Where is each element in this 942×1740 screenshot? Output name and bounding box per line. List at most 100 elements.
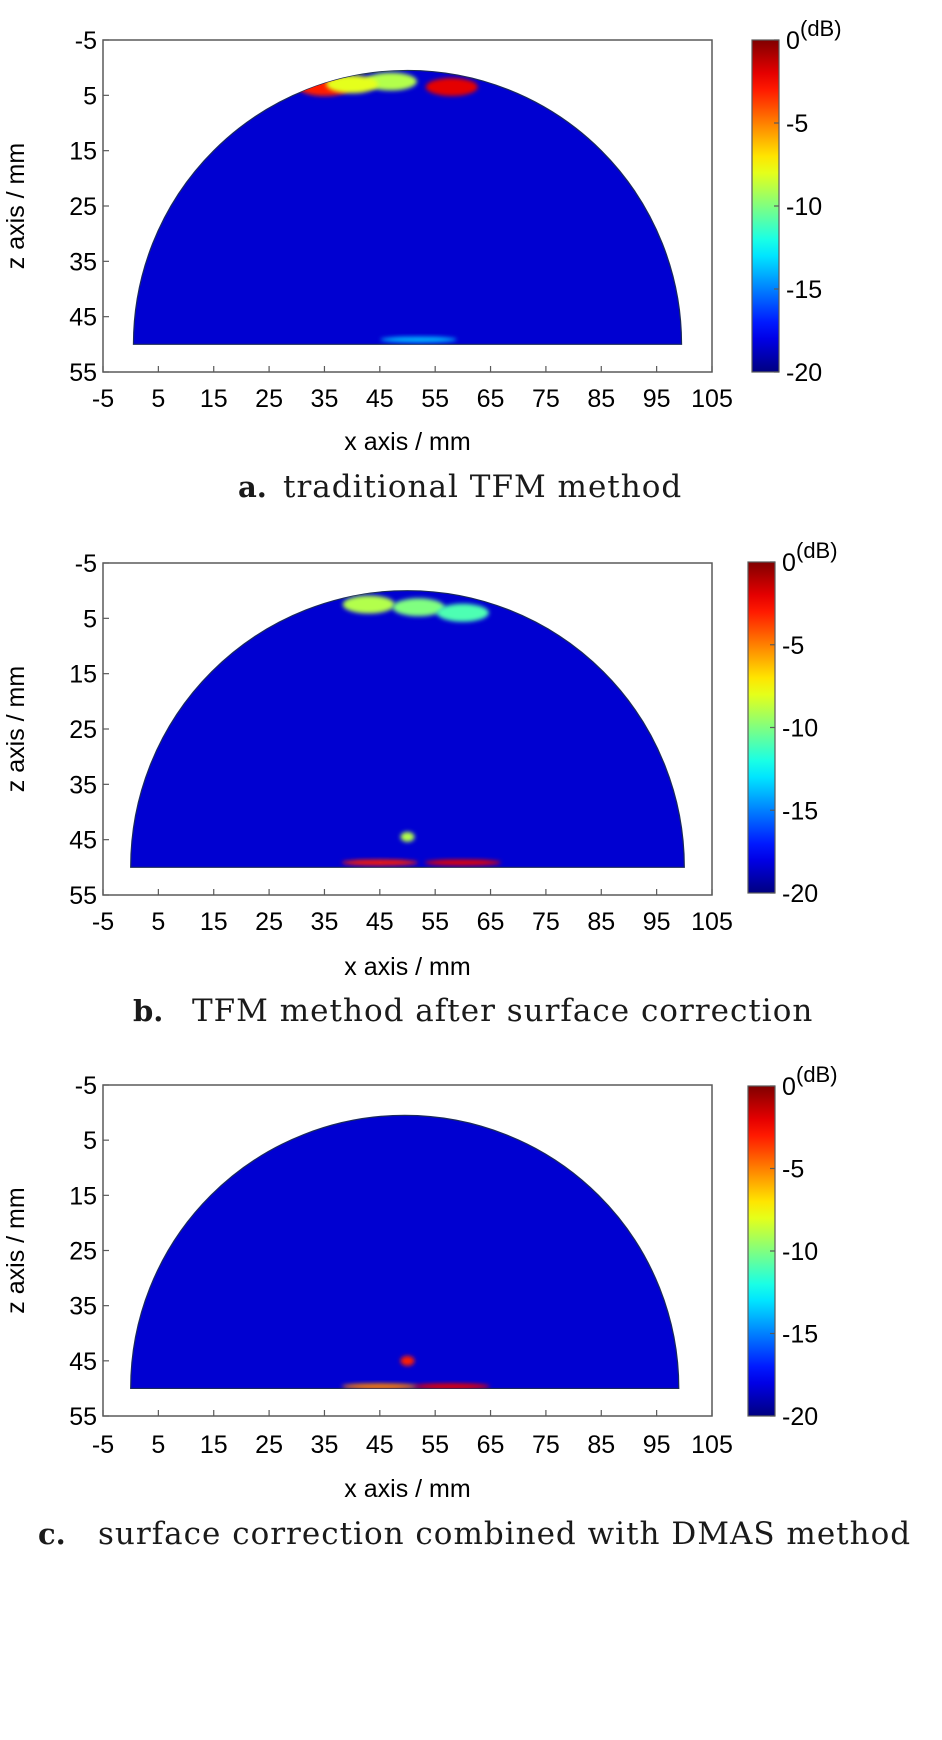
hotspot (400, 831, 415, 842)
hotspot (341, 859, 418, 866)
x-tick-label: 75 (532, 1431, 560, 1459)
y-tick-label: -5 (75, 27, 97, 55)
panel-letter: a. (238, 470, 267, 504)
x-tick-label: 105 (691, 908, 733, 936)
x-tick-label: 105 (691, 385, 733, 413)
y-tick-label: 45 (69, 304, 97, 332)
y-tick-label: 25 (69, 193, 97, 221)
y-tick-label: 55 (69, 882, 97, 910)
x-tick-label: 55 (421, 385, 449, 413)
x-tick-label: 25 (255, 385, 283, 413)
colorbar-tick-label: -5 (782, 632, 804, 660)
panel-b: -5 5 15 25 35 45 55 65 75 85 95 105 -5 5 15 25 35 45 55 x a… (2, 538, 838, 1029)
x-tick-label: 75 (532, 385, 560, 413)
colorbar-tick-label: -20 (782, 1403, 818, 1431)
hotspots (298, 72, 478, 343)
y-tick-label: 5 (83, 605, 97, 633)
hotspot (392, 598, 445, 617)
y-tick-label: -5 (75, 1072, 97, 1100)
colorbar-tick-label: -20 (786, 359, 822, 387)
hotspot (425, 78, 478, 97)
x-tick-label: 105 (691, 1431, 733, 1459)
x-tick-label: -5 (92, 908, 114, 936)
hotspot (326, 75, 379, 94)
y-tick-label: 15 (69, 138, 97, 166)
x-axis-label: x axis / mm (344, 1475, 470, 1503)
y-tick-label: 45 (69, 827, 97, 855)
x-tick-label: 75 (532, 908, 560, 936)
hotspot (380, 336, 457, 343)
x-tick-label: 25 (255, 908, 283, 936)
panel-caption: TFM method after surface correction (192, 993, 813, 1029)
y-tick-label: 5 (83, 1127, 97, 1155)
colorbar-tick-label: -15 (786, 276, 822, 304)
x-tick-label: -5 (92, 385, 114, 413)
hotspot (413, 1383, 490, 1389)
image-region (130, 590, 685, 868)
hotspot (364, 72, 417, 91)
y-tick-label: 55 (69, 1403, 97, 1431)
panel-letter: c. (38, 1517, 66, 1551)
x-tick-label: 15 (200, 1431, 228, 1459)
panel-caption: surface correction combined with DMAS me… (98, 1516, 911, 1552)
panel-a: -5 5 15 25 35 45 55 65 75 85 95 105 -5 5 15 25 35 45 55 x a… (2, 16, 842, 505)
x-tick-label: 65 (477, 1431, 505, 1459)
y-axis-label: z axis / mm (2, 143, 30, 269)
hotspot (436, 603, 489, 622)
x-tick-label: -5 (92, 1431, 114, 1459)
x-tick-label: 65 (477, 385, 505, 413)
x-tick-label: 5 (151, 908, 165, 936)
x-tick-label: 45 (366, 1431, 394, 1459)
y-tick-label: 35 (69, 248, 97, 276)
hotspots (341, 595, 501, 866)
y-tick-label: 25 (69, 716, 97, 744)
x-tick-label: 55 (421, 908, 449, 936)
x-tick-label: 85 (587, 385, 615, 413)
colorbar-tick-label: 0 (786, 27, 800, 55)
hotspot (424, 859, 501, 866)
y-axis-label: z axis / mm (2, 1187, 30, 1313)
x-tick-label: 95 (643, 385, 671, 413)
x-axis-label: x axis / mm (344, 953, 470, 981)
y-tick-label: 5 (83, 82, 97, 110)
panel-caption: traditional TFM method (283, 469, 682, 505)
panel-c: -5 5 15 25 35 45 55 65 75 85 95 105 -5 5 15 25 35 45 55 x a… (2, 1062, 911, 1552)
y-tick-label: 35 (69, 771, 97, 799)
x-tick-label: 35 (311, 385, 339, 413)
colorbar-tick-label: -10 (786, 193, 822, 221)
colorbar-tick-label: -15 (782, 1321, 818, 1349)
x-tick-label: 45 (366, 385, 394, 413)
colorbar-unit: (dB) (800, 16, 842, 41)
x-axis-label: x axis / mm (344, 428, 470, 456)
hotspot (341, 1383, 418, 1389)
x-tick-label: 95 (643, 1431, 671, 1459)
colorbar-unit: (dB) (796, 538, 838, 563)
x-tick-label: 85 (587, 908, 615, 936)
x-tick-label: 45 (366, 908, 394, 936)
x-tick-label: 5 (151, 1431, 165, 1459)
x-tick-label: 35 (311, 1431, 339, 1459)
colorbar-tick-label: -5 (782, 1156, 804, 1184)
y-tick-label: -5 (75, 550, 97, 578)
y-axis-label: z axis / mm (2, 666, 30, 792)
panel-letter: b. (133, 994, 163, 1028)
x-tick-label: 95 (643, 908, 671, 936)
colorbar-tick-label: -15 (782, 797, 818, 825)
hotspot (400, 1355, 415, 1366)
x-tick-label: 35 (311, 908, 339, 936)
hotspot (342, 595, 395, 614)
colorbar-tick-label: 0 (782, 1073, 796, 1101)
y-tick-label: 45 (69, 1348, 97, 1376)
x-tick-label: 65 (477, 908, 505, 936)
y-tick-label: 35 (69, 1293, 97, 1321)
colorbar-unit: (dB) (796, 1062, 838, 1087)
colorbar-tick-label: -20 (782, 880, 818, 908)
x-tick-label: 15 (200, 908, 228, 936)
y-tick-label: 55 (69, 359, 97, 387)
colorbar-tick-label: -10 (782, 715, 818, 743)
x-tick-label: 55 (421, 1431, 449, 1459)
y-tick-label: 15 (69, 1182, 97, 1210)
x-tick-label: 25 (255, 1431, 283, 1459)
image-region (130, 1114, 680, 1390)
